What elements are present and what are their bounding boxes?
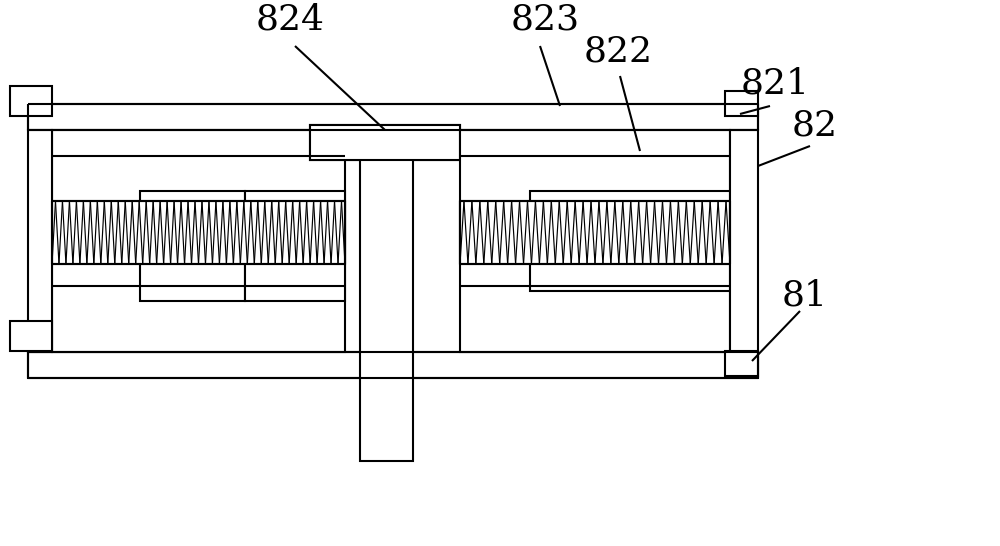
Bar	[310, 125, 460, 160]
Bar	[310, 125, 460, 160]
Text: 823: 823	[510, 2, 580, 36]
Bar	[140, 191, 245, 301]
Bar	[28, 130, 52, 352]
Text: 81: 81	[782, 279, 828, 313]
Text: 821: 821	[740, 67, 810, 101]
Bar	[460, 130, 730, 352]
Bar	[28, 104, 758, 130]
Bar	[460, 201, 730, 264]
Bar	[725, 351, 758, 376]
Bar	[730, 130, 758, 352]
Bar	[245, 191, 345, 301]
Bar	[28, 352, 758, 378]
Bar	[530, 191, 730, 291]
Bar	[725, 91, 758, 116]
Bar	[10, 321, 52, 351]
Bar	[10, 86, 52, 116]
Bar	[360, 130, 413, 461]
Bar	[52, 130, 345, 352]
Text: 82: 82	[792, 109, 838, 143]
Text: 822: 822	[584, 34, 652, 68]
Text: 824: 824	[256, 2, 324, 36]
Bar	[52, 201, 345, 264]
